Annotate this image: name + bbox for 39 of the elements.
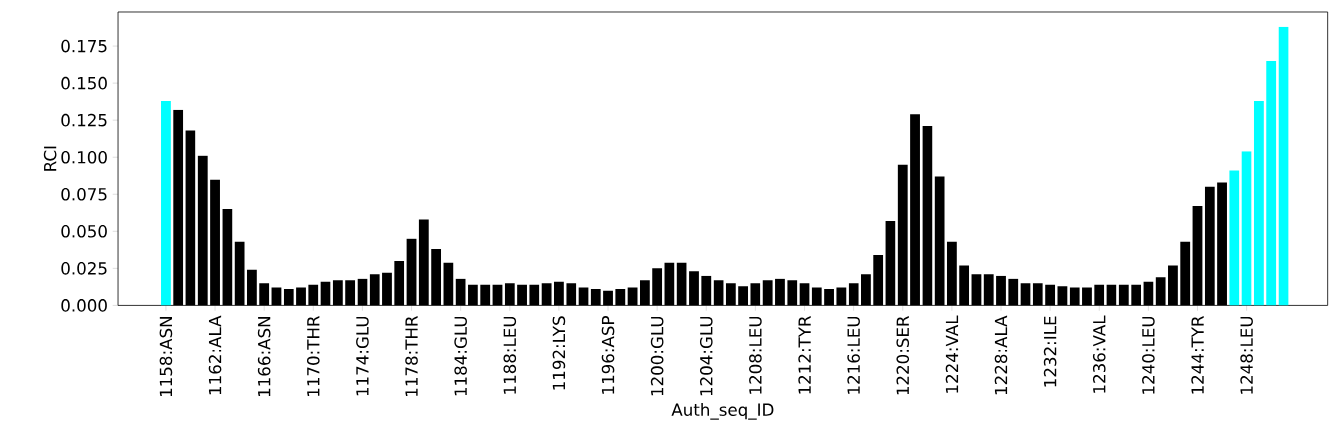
x-tick-label: 1166:ASN [257, 316, 271, 396]
x-tick-label: 1174:GLU [356, 316, 369, 396]
y-tick-label: 0.100 [61, 150, 107, 164]
x-tick-label: 1232:ILE [1043, 316, 1057, 387]
x-tick-label: 1196:ASP [601, 315, 615, 394]
x-tick-label: 1244:TYR [1191, 315, 1204, 394]
y-tick-label: 0.075 [61, 187, 107, 201]
bar [1229, 170, 1240, 306]
x-tick-label: 1200:GLU [650, 316, 664, 396]
x-tick-label: 1178:THR [405, 315, 418, 396]
bar [1241, 151, 1252, 306]
x-tick-label: 1184:GLU [454, 316, 467, 396]
y-tick-label: 0.125 [61, 113, 107, 127]
x-tick-label: 1228:ALA [994, 315, 1008, 394]
bar [1278, 26, 1289, 306]
x-tick-label: 1158:ASN [159, 316, 173, 396]
y-tick-label: 0.175 [61, 39, 107, 53]
bar [1253, 100, 1264, 306]
bar [1266, 60, 1277, 306]
x-tick-label: 1208:LEU [749, 316, 762, 394]
y-tick-label: 0.150 [61, 76, 107, 90]
y-tick-label: 0.000 [61, 298, 107, 312]
x-tick-label: 1224:VAL [945, 315, 959, 393]
y-axis-title: RCI [43, 146, 57, 171]
y-tick-label: 0.025 [61, 261, 107, 275]
x-tick-label: 1162:ALA [208, 315, 222, 394]
x-tick-label: 1248:LEU [1240, 316, 1253, 394]
x-tick-label: 1220:SER [896, 315, 910, 395]
x-axis-title: Auth_seq_ID [671, 402, 774, 420]
x-tick-label: 1240:LEU [1142, 316, 1155, 394]
x-tick-label: 1188:LEU [503, 316, 517, 394]
bar [161, 100, 171, 306]
x-tick-label: 1192:LYS [552, 316, 566, 390]
x-tick-label: 1170:THR [306, 315, 320, 396]
x-tick-label: 1216:LEU [847, 316, 860, 394]
x-tick-label: 1236:VAL [1092, 315, 1106, 393]
y-tick-label: 0.050 [61, 224, 107, 238]
x-tick-label: 1212:TYR [798, 315, 811, 394]
x-tick-label: 1204:GLU [699, 316, 713, 396]
